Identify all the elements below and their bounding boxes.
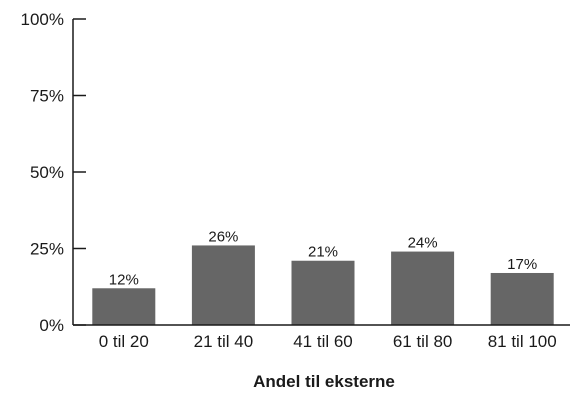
bar	[92, 288, 156, 325]
y-tick-label: 50%	[30, 163, 64, 182]
bar	[490, 272, 554, 325]
x-category-label: 61 til 80	[393, 332, 453, 351]
bars-layer	[92, 245, 554, 325]
x-category-label: 0 til 20	[99, 332, 149, 351]
bar-data-label: 24%	[408, 235, 438, 252]
y-tick-label: 0%	[39, 316, 64, 335]
bar	[291, 260, 355, 325]
bar-data-label: 12%	[109, 271, 139, 288]
bar	[391, 251, 455, 325]
y-tick-label: 25%	[30, 240, 64, 259]
axis-layer	[72, 18, 570, 326]
x-axis-title: Andel til eksterne	[253, 372, 395, 391]
x-category-label: 81 til 100	[488, 332, 557, 351]
bar-data-label: 21%	[308, 244, 338, 261]
y-tick-label: 100%	[21, 10, 64, 29]
bar-data-label: 26%	[208, 228, 238, 245]
y-tick-label: 75%	[30, 87, 64, 106]
bar-data-label: 17%	[507, 256, 537, 273]
labels-layer: 0% 25% 50% 75% 100% 12% 0 til 20 26% 21 til 40 21…	[21, 10, 557, 351]
bar	[191, 245, 255, 325]
x-category-label: 41 til 60	[293, 332, 353, 351]
x-category-label: 21 til 40	[194, 332, 254, 351]
